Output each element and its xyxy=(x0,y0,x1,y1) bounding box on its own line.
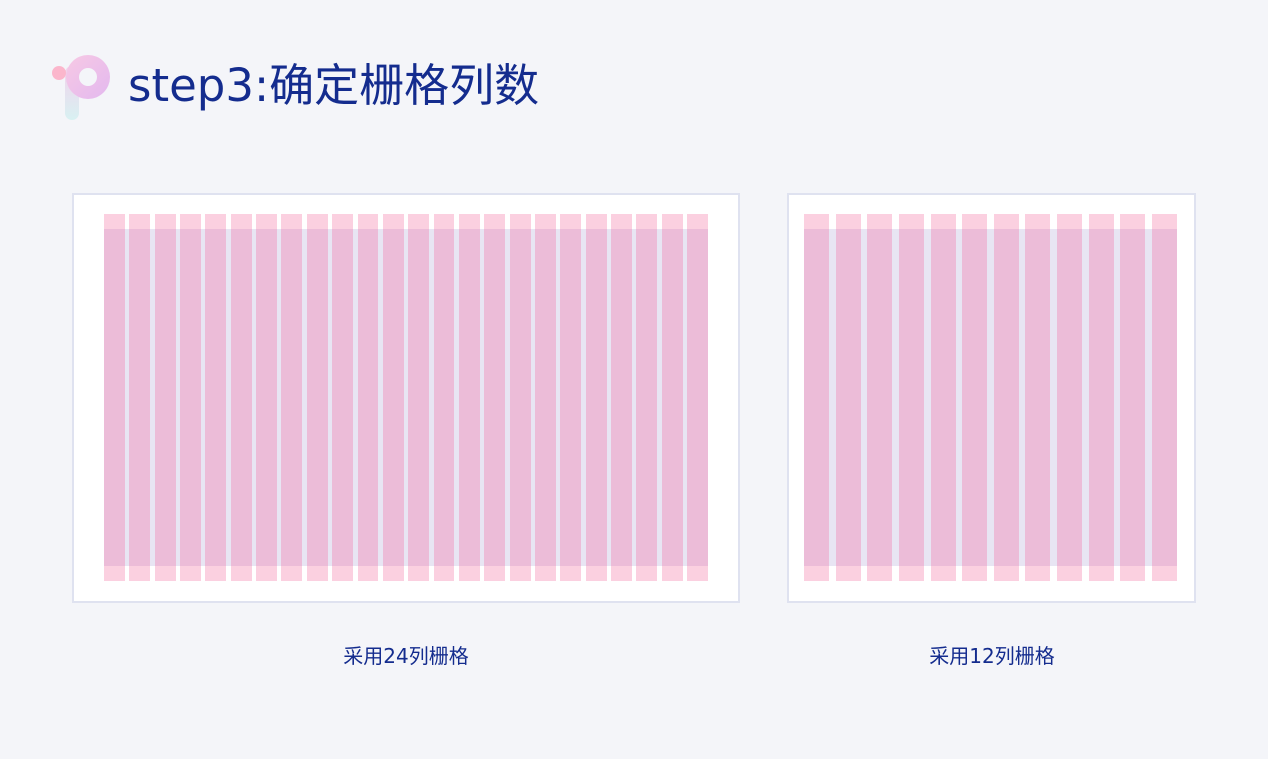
grid-column xyxy=(1151,214,1177,581)
grid-column-body xyxy=(962,229,988,566)
gutter-band xyxy=(804,229,1177,566)
grid-column xyxy=(930,214,956,581)
grid-column-body xyxy=(154,229,176,566)
grid-column-body xyxy=(306,229,328,566)
grid-column xyxy=(458,214,480,581)
grid-column xyxy=(560,214,582,581)
grid-column-body xyxy=(1151,229,1177,566)
grid-column xyxy=(1120,214,1146,581)
grid-column xyxy=(509,214,531,581)
grid-column-body xyxy=(104,229,125,566)
grid-column xyxy=(230,214,252,581)
grid-column-body xyxy=(509,229,531,566)
grid-column-body xyxy=(993,229,1019,566)
page-title: step3:确定栅格列数 xyxy=(128,59,540,112)
grid-12-columns xyxy=(804,214,1177,581)
grid-column-body xyxy=(382,229,404,566)
grid-column-body xyxy=(458,229,480,566)
grid-column-body xyxy=(898,229,924,566)
grid-column-body xyxy=(585,229,607,566)
grid-column-body xyxy=(129,229,151,566)
grid-column xyxy=(104,214,125,581)
grid-column xyxy=(867,214,893,581)
grid-column-body xyxy=(930,229,956,566)
grid-column xyxy=(332,214,354,581)
p-letter-logo-icon xyxy=(50,50,116,122)
grid-column-body xyxy=(687,229,708,566)
grid-column xyxy=(484,214,506,581)
grid-column-body xyxy=(867,229,893,566)
grid-column xyxy=(129,214,151,581)
grid-column-body xyxy=(180,229,201,566)
grid-column xyxy=(357,214,379,581)
grid-column xyxy=(534,214,556,581)
grid-column xyxy=(636,214,658,581)
grid-column-body xyxy=(1088,229,1114,566)
grid-column xyxy=(898,214,924,581)
grid-column xyxy=(205,214,227,581)
grid-column xyxy=(661,214,683,581)
grid-column xyxy=(687,214,708,581)
caption-12-columns: 采用12列栅格 xyxy=(929,644,1055,668)
grid-column xyxy=(1057,214,1083,581)
grid-column xyxy=(180,214,201,581)
grid-column xyxy=(962,214,988,581)
gutter-band xyxy=(104,229,708,566)
grid-column-body xyxy=(332,229,354,566)
grid-column xyxy=(1025,214,1051,581)
grid-column-body xyxy=(611,229,632,566)
grid-column-body xyxy=(1057,229,1083,566)
grid-column-body xyxy=(1025,229,1051,566)
grid-column xyxy=(256,214,278,581)
grid-column-body xyxy=(408,229,430,566)
grid-column-body xyxy=(1120,229,1146,566)
grid-column-body xyxy=(205,229,227,566)
grid-column-body xyxy=(661,229,683,566)
grid-column xyxy=(154,214,176,581)
grid-column xyxy=(1088,214,1114,581)
grid-column-body xyxy=(357,229,379,566)
grid-column-body xyxy=(281,229,303,566)
grid-column xyxy=(611,214,632,581)
grid-24-columns xyxy=(104,214,708,581)
grid-column xyxy=(993,214,1019,581)
grid-column-body xyxy=(835,229,861,566)
grid-column-body xyxy=(636,229,658,566)
grid-column-body xyxy=(560,229,582,566)
grid-column-body xyxy=(433,229,455,566)
grid-column xyxy=(835,214,861,581)
grid-column xyxy=(408,214,430,581)
grid-column xyxy=(306,214,328,581)
grid-column-body xyxy=(230,229,252,566)
grid-column-body xyxy=(484,229,506,566)
grid-column xyxy=(585,214,607,581)
grid-column-body xyxy=(256,229,278,566)
grid-column xyxy=(433,214,455,581)
grid-column-body xyxy=(534,229,556,566)
grid-column xyxy=(382,214,404,581)
grid-column xyxy=(804,214,830,581)
grid-column-body xyxy=(804,229,830,566)
grid-column xyxy=(281,214,303,581)
caption-24-columns: 采用24列栅格 xyxy=(343,644,469,668)
